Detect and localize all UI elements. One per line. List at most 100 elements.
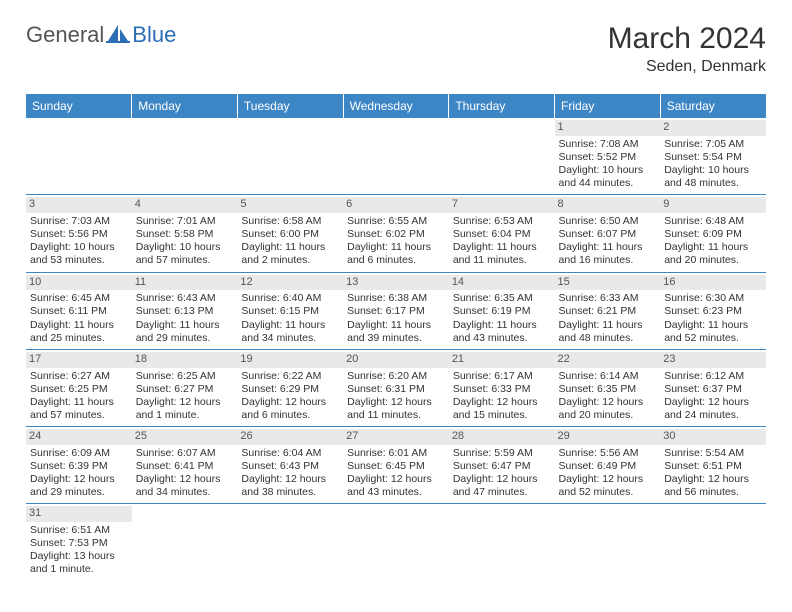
daylight-text: Daylight: 10 hours [30,241,128,254]
calendar-day-cell: 10Sunrise: 6:45 AMSunset: 6:11 PMDayligh… [26,272,132,349]
daylight-text: Daylight: 12 hours [347,396,445,409]
calendar-day-cell [449,504,555,581]
sunrise-text: Sunrise: 6:12 AM [664,370,762,383]
sunset-text: Sunset: 6:02 PM [347,228,445,241]
daylight-text: Daylight: 11 hours [664,241,762,254]
sunrise-text: Sunrise: 6:27 AM [30,370,128,383]
daylight-text: and 6 minutes. [347,254,445,267]
weekday-header: Sunday [26,94,132,118]
sunrise-text: Sunrise: 6:20 AM [347,370,445,383]
daylight-text: and 34 minutes. [241,332,339,345]
header: General Blue March 2024 Seden, Denmark [26,22,766,76]
sunset-text: Sunset: 6:25 PM [30,383,128,396]
daylight-text: Daylight: 11 hours [30,396,128,409]
sunrise-text: Sunrise: 6:51 AM [30,524,128,537]
calendar-week-row: 10Sunrise: 6:45 AMSunset: 6:11 PMDayligh… [26,272,766,349]
daylight-text: Daylight: 11 hours [664,319,762,332]
sunrise-text: Sunrise: 6:22 AM [241,370,339,383]
day-number: 1 [555,120,661,136]
day-number: 19 [237,352,343,368]
sunrise-text: Sunrise: 5:56 AM [559,447,657,460]
sunset-text: Sunset: 6:41 PM [136,460,234,473]
daylight-text: Daylight: 10 hours [136,241,234,254]
daylight-text: and 20 minutes. [559,409,657,422]
calendar-day-cell: 27Sunrise: 6:01 AMSunset: 6:45 PMDayligh… [343,427,449,504]
sunset-text: Sunset: 6:13 PM [136,305,234,318]
logo-text-blue: Blue [132,22,176,48]
calendar-day-cell: 19 Sunrise: 6:22 AMSunset: 6:29 PMDayligh… [237,349,343,426]
calendar-day-cell: 16Sunrise: 6:30 AMSunset: 6:23 PMDayligh… [660,272,766,349]
calendar-day-cell: 24Sunrise: 6:09 AMSunset: 6:39 PMDayligh… [26,427,132,504]
sunrise-text: Sunrise: 6:53 AM [453,215,551,228]
calendar-day-cell: 8Sunrise: 6:50 AMSunset: 6:07 PMDaylight… [555,195,661,272]
daylight-text: and 57 minutes. [30,409,128,422]
day-number: 29 [555,429,661,445]
calendar-day-cell: 11Sunrise: 6:43 AMSunset: 6:13 PMDayligh… [132,272,238,349]
daylight-text: and 43 minutes. [347,486,445,499]
sunrise-text: Sunrise: 7:05 AM [664,138,762,151]
daylight-text: and 57 minutes. [136,254,234,267]
sunset-text: Sunset: 6:49 PM [559,460,657,473]
calendar-week-row: 17Sunrise: 6:27 AMSunset: 6:25 PMDayligh… [26,349,766,426]
sunset-text: Sunset: 6:19 PM [453,305,551,318]
day-number: 11 [132,275,238,291]
sunrise-text: Sunrise: 6:43 AM [136,292,234,305]
day-number: 15 [555,275,661,291]
calendar-day-cell [343,504,449,581]
page-title: March 2024 [608,22,766,56]
daylight-text: and 56 minutes. [664,486,762,499]
calendar-day-cell [555,504,661,581]
calendar-day-cell: 28Sunrise: 5:59 AMSunset: 6:47 PMDayligh… [449,427,555,504]
day-number: 6 [343,197,449,213]
day-number: 20 [343,352,449,368]
calendar-day-cell: 23Sunrise: 6:12 AMSunset: 6:37 PMDayligh… [660,349,766,426]
sunset-text: Sunset: 6:04 PM [453,228,551,241]
day-number: 23 [660,352,766,368]
calendar-week-row: 3Sunrise: 7:03 AMSunset: 5:56 PMDaylight… [26,195,766,272]
weekday-header: Thursday [449,94,555,118]
daylight-text: Daylight: 11 hours [453,319,551,332]
sunset-text: Sunset: 6:47 PM [453,460,551,473]
day-number: 13 [343,275,449,291]
sunrise-text: Sunrise: 6:14 AM [559,370,657,383]
sunset-text: Sunset: 6:37 PM [664,383,762,396]
sunset-text: Sunset: 7:53 PM [30,537,128,550]
daylight-text: Daylight: 12 hours [347,473,445,486]
day-number: 10 [26,275,132,291]
sunrise-text: Sunrise: 6:04 AM [241,447,339,460]
daylight-text: and 20 minutes. [664,254,762,267]
day-number: 31 [26,506,132,522]
daylight-text: Daylight: 12 hours [241,396,339,409]
daylight-text: and 44 minutes. [559,177,657,190]
daylight-text: and 24 minutes. [664,409,762,422]
daylight-text: Daylight: 12 hours [136,473,234,486]
sunset-text: Sunset: 6:09 PM [664,228,762,241]
day-number: 21 [449,352,555,368]
calendar-day-cell [660,504,766,581]
calendar-day-cell: 22Sunrise: 6:14 AMSunset: 6:35 PMDayligh… [555,349,661,426]
weekday-header: Saturday [660,94,766,118]
calendar-day-cell: 3Sunrise: 7:03 AMSunset: 5:56 PMDaylight… [26,195,132,272]
daylight-text: Daylight: 11 hours [241,319,339,332]
sunset-text: Sunset: 6:35 PM [559,383,657,396]
day-number: 25 [132,429,238,445]
sunset-text: Sunset: 6:51 PM [664,460,762,473]
daylight-text: Daylight: 12 hours [453,396,551,409]
calendar-day-cell: 12Sunrise: 6:40 AMSunset: 6:15 PMDayligh… [237,272,343,349]
sunrise-text: Sunrise: 6:50 AM [559,215,657,228]
day-number: 12 [237,275,343,291]
day-number: 28 [449,429,555,445]
day-number: 16 [660,275,766,291]
sunrise-text: Sunrise: 6:33 AM [559,292,657,305]
day-number: 4 [132,197,238,213]
sunset-text: Sunset: 6:07 PM [559,228,657,241]
day-number: 18 [132,352,238,368]
calendar-day-cell: 29Sunrise: 5:56 AMSunset: 6:49 PMDayligh… [555,427,661,504]
sunset-text: Sunset: 6:29 PM [241,383,339,396]
brand-logo: General Blue [26,22,176,48]
sunset-text: Sunset: 6:33 PM [453,383,551,396]
sunrise-text: Sunrise: 6:17 AM [453,370,551,383]
sunset-text: Sunset: 5:56 PM [30,228,128,241]
daylight-text: and 11 minutes. [347,409,445,422]
day-number: 14 [449,275,555,291]
